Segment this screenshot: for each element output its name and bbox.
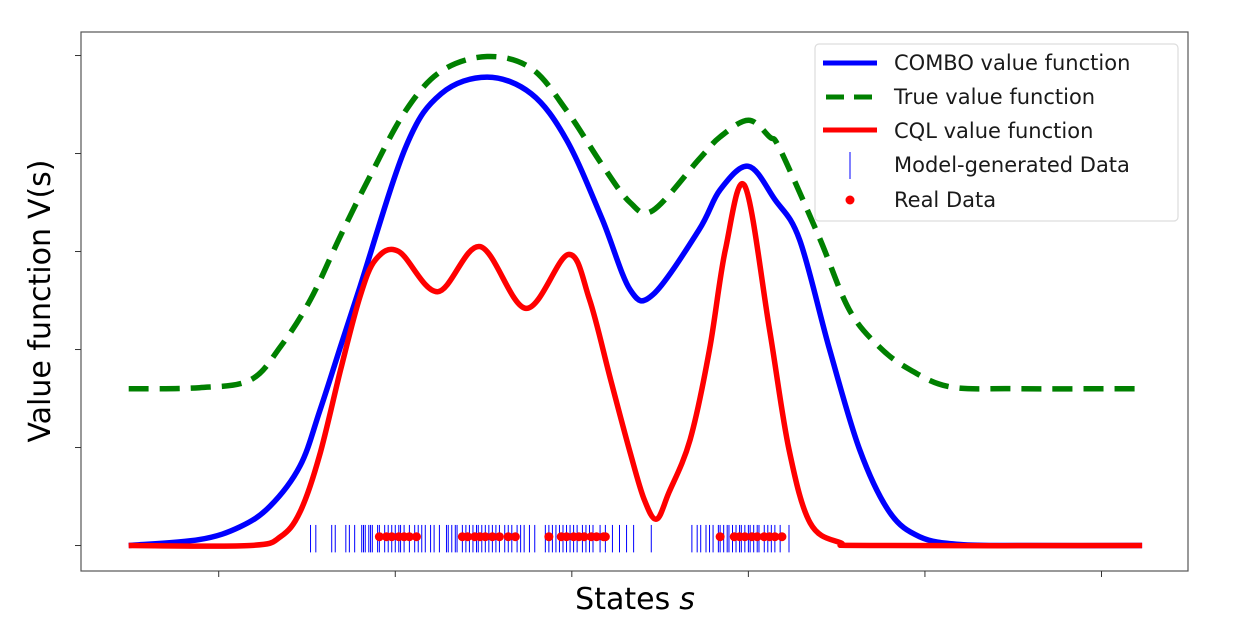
legend-model-data-label: Model-generated Data <box>894 153 1130 177</box>
real-data-point <box>740 532 750 542</box>
series-line-true <box>128 53 1143 392</box>
y-axis-label-text: Value function <box>23 228 58 442</box>
legend-true-label: True value function <box>893 85 1095 109</box>
real-data-points <box>374 532 787 542</box>
real-data-point <box>503 532 513 542</box>
series-layer <box>128 53 1143 549</box>
real-data-point <box>404 532 414 542</box>
real-data-point <box>752 532 762 542</box>
real-data-point <box>770 532 780 542</box>
real-data-point <box>544 532 554 542</box>
x-axis-label: States s <box>575 582 695 617</box>
x-axis-label-var: s <box>679 582 695 617</box>
real-data-point <box>777 532 787 542</box>
legend-frame <box>814 43 1179 222</box>
series-line-cql <box>128 180 1143 549</box>
legend-real-data-handle <box>845 195 855 205</box>
real-data-point <box>487 532 497 542</box>
x-ticks <box>218 571 1102 577</box>
real-data-point <box>480 532 490 542</box>
legend: COMBO value function True value function… <box>814 43 1179 222</box>
axes-frame <box>80 31 1189 572</box>
y-axis-label-var: V(s) <box>23 159 58 219</box>
y-ticks <box>75 55 81 547</box>
real-data-point <box>411 532 421 542</box>
x-axis-label-text: States <box>575 582 670 617</box>
real-data-point <box>510 532 520 542</box>
real-data-point <box>562 532 572 542</box>
real-data-point <box>494 532 504 542</box>
real-data-point <box>579 532 589 542</box>
y-axis-label: Value function V(s) <box>23 159 58 442</box>
model-data-rug <box>310 524 790 553</box>
real-data-point <box>463 532 473 542</box>
series-line-combo <box>128 74 1143 549</box>
real-data-point <box>387 532 397 542</box>
real-data-point <box>374 532 384 542</box>
legend-cql-label: CQL value function <box>894 119 1093 143</box>
real-data-point <box>600 532 610 542</box>
real-data-point <box>592 532 602 542</box>
real-data-point <box>715 532 725 542</box>
legend-combo-label: COMBO value function <box>894 51 1130 75</box>
legend-real-data-label: Real Data <box>894 188 996 212</box>
